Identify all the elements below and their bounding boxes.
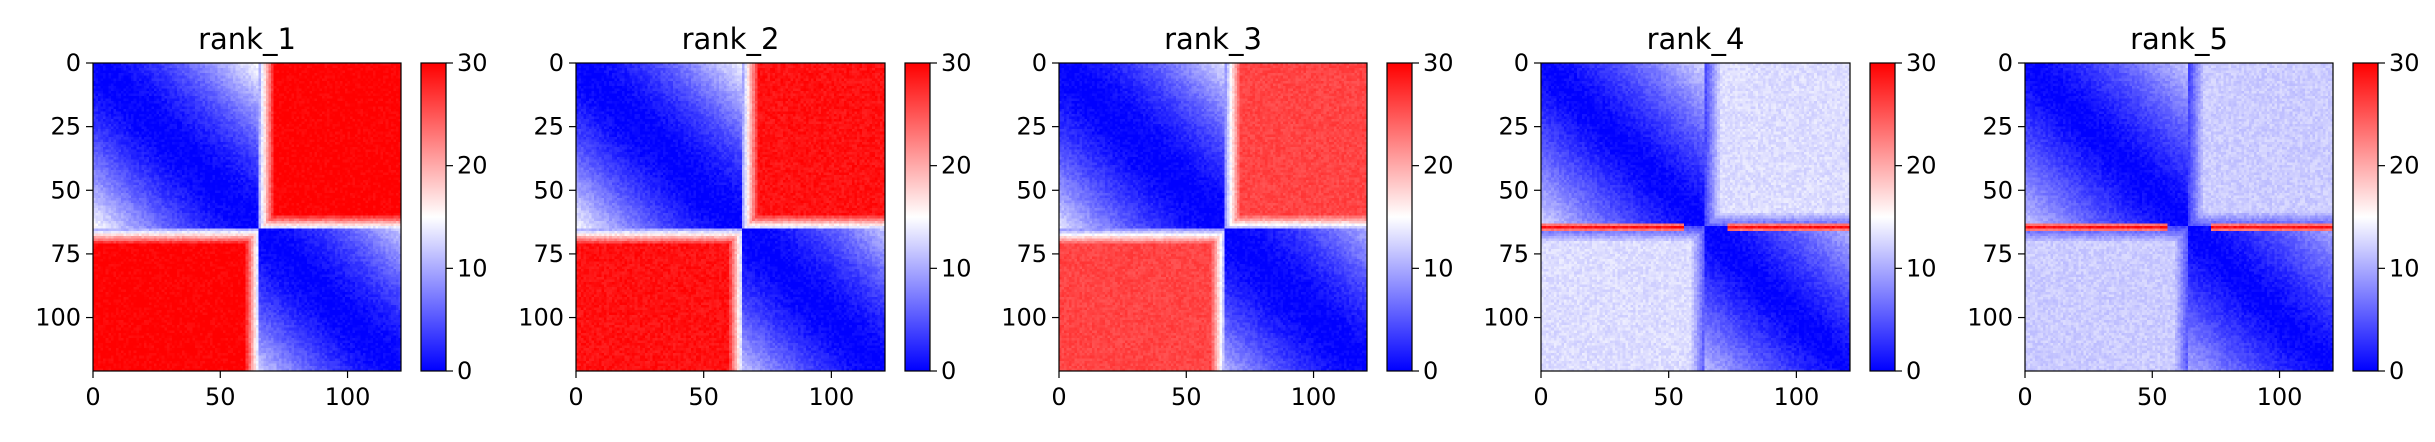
colorbar-tick-label: 20 xyxy=(1906,152,1937,180)
heatmap-panel-2: rank_2 0 50 100 0 25 50 75 100 0 10 20 30 xyxy=(518,22,971,411)
colorbar xyxy=(420,62,447,372)
y-tick-label: 0 xyxy=(66,49,81,77)
y-tick-label: 75 xyxy=(1016,240,1047,268)
y-tick-label: 25 xyxy=(1982,113,2013,141)
heatmap-panel-5: rank_5 0 50 100 0 25 50 75 100 0 10 20 30 xyxy=(1967,22,2419,411)
y-tick-label: 50 xyxy=(1982,176,2013,204)
y-tick-label: 0 xyxy=(549,49,564,77)
colorbar-tick-label: 10 xyxy=(1906,254,1937,282)
colorbar xyxy=(904,62,931,372)
panel-title: rank_3 xyxy=(1164,22,1262,56)
heatmap-frame xyxy=(1058,62,1368,372)
colorbar-tick-label: 20 xyxy=(2389,152,2420,180)
y-tick-label: 25 xyxy=(533,113,564,141)
panel-title: rank_2 xyxy=(682,22,780,56)
x-tick-label: 50 xyxy=(688,383,719,411)
colorbar-tick-label: 30 xyxy=(941,49,972,77)
colorbar-tick-label: 20 xyxy=(457,152,488,180)
colorbar xyxy=(2352,62,2379,372)
x-tick-label: 0 xyxy=(1533,383,1548,411)
colorbar-tick-label: 10 xyxy=(1423,254,1454,282)
y-tick-label: 75 xyxy=(1498,240,1529,268)
y-tick-label: 100 xyxy=(518,304,564,332)
y-tick-label: 75 xyxy=(50,240,81,268)
y-tick-label: 50 xyxy=(1016,176,1047,204)
colorbar-tick-label: 30 xyxy=(1906,49,1937,77)
colorbar-tick-label: 30 xyxy=(1423,49,1454,77)
y-tick-label: 50 xyxy=(533,176,564,204)
y-tick-label: 100 xyxy=(35,304,81,332)
heatmap-image xyxy=(2025,63,2333,371)
y-tick-label: 75 xyxy=(1982,240,2013,268)
y-tick-label: 100 xyxy=(1001,304,1047,332)
heatmap-frame xyxy=(2024,62,2334,372)
y-tick-label: 50 xyxy=(1498,176,1529,204)
colorbar-tick-label: 30 xyxy=(2389,49,2420,77)
y-tick-label: 100 xyxy=(1967,304,2013,332)
x-tick-label: 0 xyxy=(568,383,583,411)
y-tick-label: 100 xyxy=(1483,304,1529,332)
x-tick-label: 100 xyxy=(2257,383,2303,411)
y-tick-label: 0 xyxy=(1514,49,1529,77)
x-tick-label: 0 xyxy=(85,383,100,411)
x-tick-label: 0 xyxy=(1051,383,1066,411)
heatmap-image xyxy=(93,63,401,371)
x-tick-label: 0 xyxy=(2017,383,2032,411)
panel-title: rank_5 xyxy=(2130,22,2228,56)
x-tick-label: 50 xyxy=(1653,383,1684,411)
x-tick-label: 100 xyxy=(1773,383,1819,411)
colorbar-tick-label: 0 xyxy=(1906,357,1921,385)
heatmap-frame xyxy=(575,62,886,372)
x-tick-label: 50 xyxy=(1171,383,1202,411)
x-tick-label: 50 xyxy=(205,383,236,411)
heatmap-image xyxy=(1059,63,1367,371)
colorbar-tick-label: 20 xyxy=(1423,152,1454,180)
colorbar-tick-label: 10 xyxy=(941,254,972,282)
colorbar-tick-label: 0 xyxy=(2389,357,2404,385)
colorbar-tick-label: 10 xyxy=(2389,254,2420,282)
x-tick-label: 50 xyxy=(2137,383,2168,411)
y-tick-label: 0 xyxy=(1998,49,2013,77)
colorbar xyxy=(1386,62,1413,372)
y-tick-label: 25 xyxy=(1498,113,1529,141)
panel-title: rank_1 xyxy=(198,22,296,56)
colorbar-tick-label: 20 xyxy=(941,152,972,180)
y-tick-label: 75 xyxy=(533,240,564,268)
heatmap-frame xyxy=(1540,62,1851,372)
colorbar-tick-label: 0 xyxy=(457,357,472,385)
heatmap-panel-1: rank_1 0 50 100 0 25 50 75 100 0 10 20 30 xyxy=(35,22,487,411)
colorbar-tick-label: 10 xyxy=(457,254,488,282)
colorbar xyxy=(1869,62,1896,372)
x-tick-label: 100 xyxy=(1291,383,1337,411)
y-tick-label: 0 xyxy=(1032,49,1047,77)
y-tick-label: 25 xyxy=(50,113,81,141)
heatmap-panel-4: rank_4 0 50 100 0 25 50 75 100 0 10 20 30 xyxy=(1483,22,1936,411)
colorbar-tick-label: 30 xyxy=(457,49,488,77)
panel-title: rank_4 xyxy=(1647,22,1745,56)
y-tick-label: 25 xyxy=(1016,113,1047,141)
heatmap-panel-3: rank_3 0 50 100 0 25 50 75 100 0 10 20 30 xyxy=(1001,22,1453,411)
colorbar-tick-label: 0 xyxy=(1423,357,1438,385)
colorbar-tick-label: 0 xyxy=(941,357,956,385)
heatmap-image xyxy=(1541,63,1850,371)
x-tick-label: 100 xyxy=(808,383,854,411)
heatmap-image xyxy=(576,63,885,371)
y-tick-label: 50 xyxy=(50,176,81,204)
heatmap-frame xyxy=(92,62,402,372)
x-tick-label: 100 xyxy=(325,383,371,411)
